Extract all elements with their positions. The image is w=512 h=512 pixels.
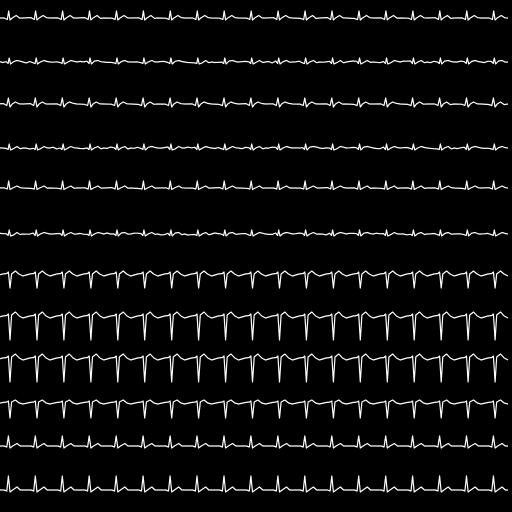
ecg-trace-lead-5 [0,180,509,191]
ecg-trace-lead-11 [0,435,508,449]
ecg-leads [0,10,509,493]
ecg-trace-lead-9 [0,353,509,383]
ecg-trace-lead-1 [0,10,509,21]
ecg-trace-lead-2 [0,57,509,65]
ecg-trace-lead-7 [0,270,509,289]
ecg-trace-lead-10 [0,399,509,419]
ecg-trace-lead-6 [0,229,509,237]
ecg-trace-lead-12 [0,475,508,493]
ecg-trace-lead-4 [0,143,509,151]
ecg-trace-lead-8 [0,311,509,341]
ecg-trace-lead-3 [0,97,509,108]
